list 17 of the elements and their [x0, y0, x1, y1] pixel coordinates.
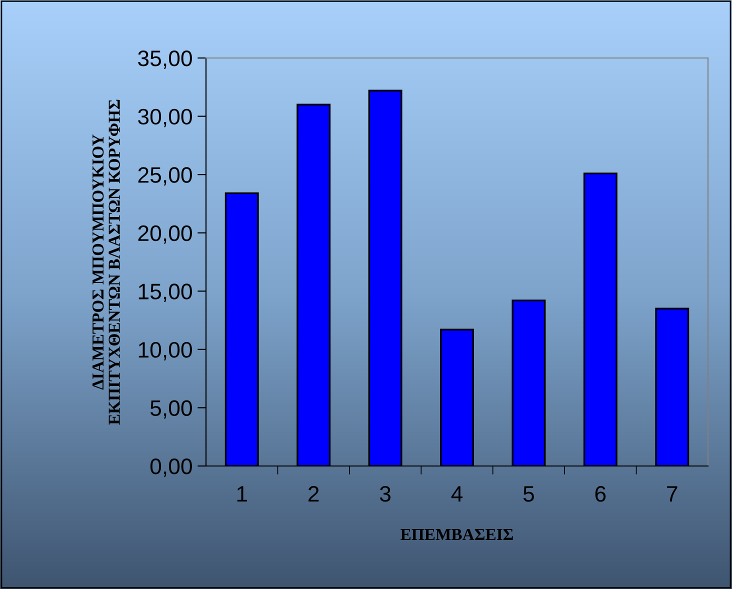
x-tick-label: 2: [308, 486, 319, 502]
x-tick-label: 5: [523, 486, 534, 502]
x-axis-title: ΕΠΕΜΒΑΣΕΙΣ: [400, 528, 513, 540]
y-tick-label: 35,00: [138, 50, 192, 69]
x-tick-label: 1: [237, 486, 247, 502]
y-tick-label: 30,00: [138, 108, 192, 128]
y-axis-title: ΔΙΑΜΕΤΡΟΣ ΜΠΟΥΜΠΟΥΚΙΟΥ ΕΚΠΙΤΥΧΘΕΝΤΩΝ ΒΛΑΣΤΩΝ ΚΟΡΥΦΗΣ: [92, 100, 120, 425]
y-tick-label: 15,00: [138, 284, 192, 302]
x-tick-label: 4: [451, 486, 463, 502]
y-tick-label: 10,00: [138, 342, 192, 360]
y-tick-label: 0,00: [150, 458, 192, 477]
x-tick-label: 3: [380, 486, 390, 502]
y-tick-label: 25,00: [138, 167, 192, 186]
y-tick-label: 20,00: [138, 225, 192, 244]
y-tick-label: 5,00: [150, 400, 192, 419]
x-tick-label: 7: [667, 486, 678, 502]
x-tick-label: 6: [595, 486, 606, 502]
